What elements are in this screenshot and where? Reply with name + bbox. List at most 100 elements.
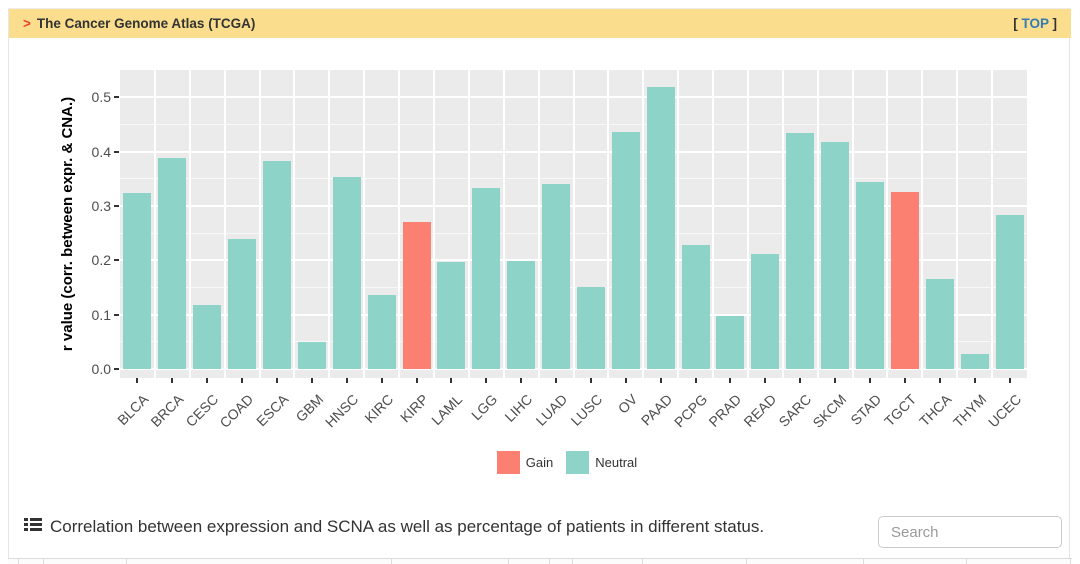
gridline-vertical — [328, 70, 331, 378]
top-link-label: TOP — [1021, 16, 1049, 31]
x-tick — [834, 378, 837, 383]
legend-label-gain: Gain — [525, 455, 554, 470]
table-column-edge — [967, 559, 1071, 564]
list-icon — [24, 517, 42, 537]
y-tick-label: 0.3 — [91, 197, 111, 214]
y-tick-label: 0.0 — [91, 361, 111, 377]
table-column-edge — [509, 559, 550, 564]
x-tick — [938, 378, 941, 383]
bar-BRCA — [158, 158, 187, 369]
gridline-vertical — [258, 70, 261, 378]
x-tick — [729, 378, 732, 383]
bar-HNSC — [332, 177, 361, 369]
gridline-vertical — [398, 70, 401, 378]
top-link-bracket-open: [ — [1013, 16, 1022, 31]
gridline-vertical — [607, 70, 610, 378]
table-column-edge — [864, 559, 967, 564]
y-tick — [114, 368, 119, 370]
x-tick — [555, 378, 558, 383]
x-tick — [415, 378, 418, 383]
x-tick — [520, 378, 523, 383]
section-title: The Cancer Genome Atlas (TCGA) — [36, 16, 256, 31]
x-tick — [345, 378, 348, 383]
bar-SKCM — [821, 141, 850, 369]
y-tick-label: 0.4 — [91, 143, 111, 160]
x-tick — [485, 378, 488, 383]
gridline-vertical — [712, 70, 715, 378]
section-header: > The Cancer Genome Atlas (TCGA) [ TOP ] — [9, 9, 1071, 38]
top-link[interactable]: [ TOP ] — [1013, 16, 1057, 31]
bar-CESC — [193, 304, 222, 369]
legend-swatch-gain — [496, 451, 520, 474]
gridline-vertical — [223, 70, 226, 378]
x-tick — [973, 378, 976, 383]
bar-SARC — [786, 133, 815, 369]
table-column-edge — [19, 559, 44, 564]
y-tick — [114, 150, 119, 153]
table-column-edge — [44, 559, 127, 564]
gridline-vertical — [677, 70, 680, 378]
y-tick-label: 0.5 — [91, 89, 111, 106]
gridline-vertical — [153, 70, 156, 378]
bar-COAD — [228, 239, 257, 369]
gridline-vertical — [956, 70, 959, 378]
gridline-vertical — [537, 70, 540, 378]
gridline-vertical — [572, 70, 575, 378]
table-column-edge — [573, 559, 643, 564]
x-tick — [764, 378, 767, 383]
gridline-vertical — [921, 70, 924, 378]
y-tick — [114, 259, 119, 262]
bar-THCA — [925, 278, 954, 369]
x-tick — [869, 378, 872, 383]
x-tick — [903, 378, 906, 383]
bar-PAAD — [646, 86, 675, 369]
gridline-vertical — [363, 70, 366, 378]
table-column-edge — [643, 559, 747, 564]
chart-legend: Gain Neutral — [120, 451, 1027, 474]
table-top-edge — [8, 558, 1072, 564]
gridline-vertical — [188, 70, 191, 378]
gridline-vertical — [432, 70, 435, 378]
gridline-vertical — [467, 70, 470, 378]
table-column-edge — [392, 559, 509, 564]
gridline-vertical — [851, 70, 854, 378]
bar-LGG — [472, 187, 501, 369]
bar-KIRC — [367, 294, 396, 369]
table-column-edge — [127, 559, 392, 564]
legend-swatch-neutral — [566, 451, 590, 474]
x-tick — [380, 378, 383, 383]
x-tick — [799, 378, 802, 383]
bar-READ — [751, 254, 780, 369]
gridline-vertical — [502, 70, 505, 378]
gridline-vertical — [781, 70, 784, 378]
y-axis-title: r value (corr. between expr. & CNA.) — [59, 96, 76, 352]
table-column-edge — [550, 559, 573, 564]
x-tick — [450, 378, 453, 383]
top-link-bracket-close: ] — [1048, 16, 1058, 31]
x-tick — [310, 378, 313, 383]
gridline-vertical — [293, 70, 296, 378]
bar-THYM — [960, 354, 989, 369]
x-tick — [241, 378, 244, 383]
content-container — [8, 8, 1070, 564]
gridline-vertical — [746, 70, 749, 378]
bar-UCEC — [995, 214, 1024, 369]
bar-TGCT — [890, 191, 919, 369]
bar-KIRP — [402, 221, 431, 369]
search-input[interactable] — [878, 516, 1062, 548]
gridline-vertical — [816, 70, 819, 378]
bar-GBM — [297, 342, 326, 369]
y-tick — [114, 96, 119, 99]
y-tick — [114, 313, 119, 316]
bar-LUSC — [576, 286, 605, 369]
bar-PRAD — [716, 315, 745, 369]
x-tick — [694, 378, 697, 383]
bar-LAML — [437, 262, 466, 369]
bar-STAD — [856, 182, 885, 369]
bar-ESCA — [262, 160, 291, 369]
bar-OV — [611, 132, 640, 369]
caption-row: Correlation between expression and SCNA … — [24, 513, 764, 541]
y-tick-label: 0.2 — [91, 252, 111, 269]
